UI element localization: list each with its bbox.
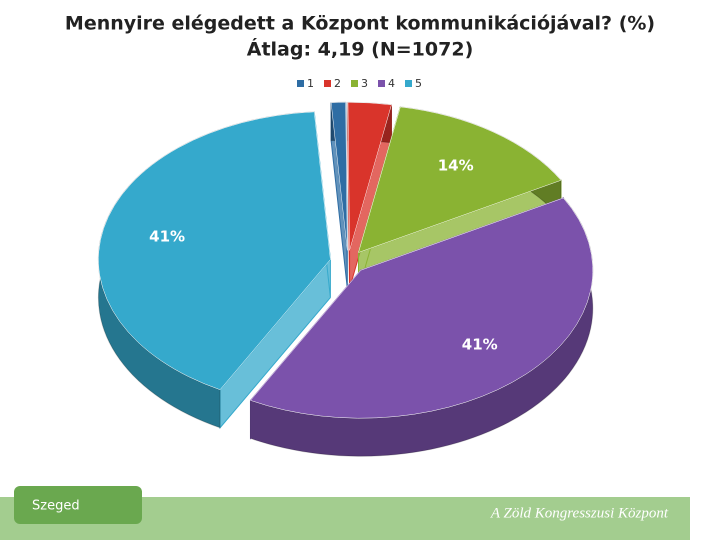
legend-label: 3 — [361, 77, 368, 90]
data-label: 41% — [149, 228, 185, 246]
slice — [98, 111, 331, 391]
slice — [347, 102, 392, 251]
slice — [330, 102, 348, 251]
chart-subtitle: Átlag: 4,19 (N=1072) — [247, 38, 474, 61]
pie-tops — [98, 102, 593, 419]
legend: 1 2 3 4 5 — [297, 77, 422, 90]
footer-caption: A Zöld Kongresszusi Központ — [490, 505, 669, 521]
legend-label: 4 — [388, 77, 395, 90]
legend-swatch — [351, 80, 358, 87]
legend-swatch — [378, 80, 385, 87]
footer-logo: Szeged — [32, 499, 80, 514]
pie-labels: 14% 41% 41% — [149, 156, 498, 353]
data-label: 14% — [438, 156, 474, 174]
slice — [250, 197, 593, 419]
chart-title: Mennyire elégedett a Központ kommunikáci… — [65, 13, 655, 35]
legend-swatch — [297, 80, 304, 87]
legend-swatch — [324, 80, 331, 87]
logo-box — [14, 486, 142, 524]
slice — [358, 106, 562, 253]
data-label: 41% — [462, 336, 498, 354]
legend-label: 1 — [307, 77, 314, 90]
legend-label: 5 — [415, 77, 422, 90]
legend-swatch — [405, 80, 412, 87]
legend-label: 2 — [334, 77, 341, 90]
